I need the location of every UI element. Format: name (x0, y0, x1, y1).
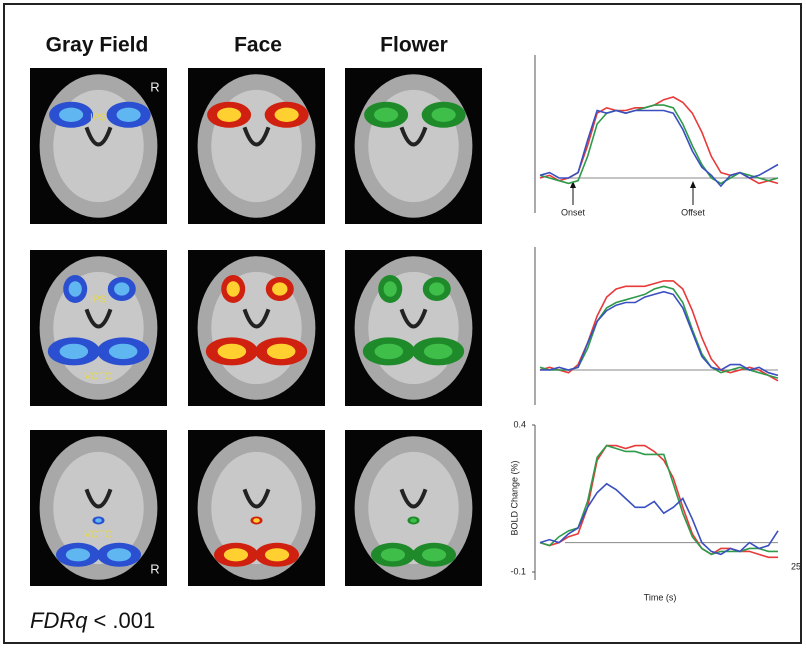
activation-core (218, 344, 247, 359)
image-label: IPS (90, 295, 106, 306)
activation-core (95, 518, 102, 522)
y-tick-label: 0.4 (513, 419, 526, 429)
threshold-value: < .001 (93, 608, 155, 633)
activation-core (59, 108, 83, 122)
x-tick-label: 25 (791, 561, 801, 571)
threshold-stat: FDRq (30, 608, 88, 633)
activation-core (66, 548, 90, 561)
activation-core (424, 344, 453, 359)
activation-core (429, 282, 444, 295)
activation-core (432, 108, 456, 122)
column-title: Gray Field (46, 34, 149, 57)
activation-core (422, 548, 446, 561)
x-axis-label: Time (s) (644, 592, 677, 602)
figure: Gray Field Face Flower FDRq< .001 R IPS IP… (0, 0, 806, 648)
image-label: R (150, 561, 159, 576)
image-label: VOTC (84, 372, 112, 383)
activation-core (381, 548, 405, 561)
page: {"column_titles": ["Gray Field", "Face",… (0, 0, 806, 648)
activation-core (117, 108, 141, 122)
activation-core (109, 344, 138, 359)
activation-core (227, 281, 240, 296)
activation-core (410, 518, 417, 522)
activation-core (275, 108, 299, 122)
activation-core (253, 518, 260, 522)
activation-core (114, 282, 129, 295)
y-axis-label: BOLD Change (%) (509, 460, 519, 535)
activation-core (224, 548, 248, 561)
activation-core (265, 548, 289, 561)
threshold: FDRq< .001 (30, 608, 155, 633)
activation-core (374, 108, 398, 122)
activation-core (267, 344, 296, 359)
brain-images (30, 68, 482, 586)
activation-core (107, 548, 131, 561)
activation-core (384, 281, 397, 296)
activation-core (60, 344, 89, 359)
activation-core (272, 282, 287, 295)
image-label: IPS (90, 113, 106, 124)
image-label: R (150, 79, 159, 94)
column-title: Flower (380, 34, 448, 57)
image-label: VOTC (84, 530, 112, 541)
activation-core (375, 344, 404, 359)
column-title: Face (234, 34, 282, 57)
y-tick-label: -0.1 (510, 566, 526, 576)
annotation: Onset (561, 207, 586, 217)
annotation: Offset (681, 207, 705, 217)
activation-core (217, 108, 241, 122)
activation-core (69, 281, 82, 296)
